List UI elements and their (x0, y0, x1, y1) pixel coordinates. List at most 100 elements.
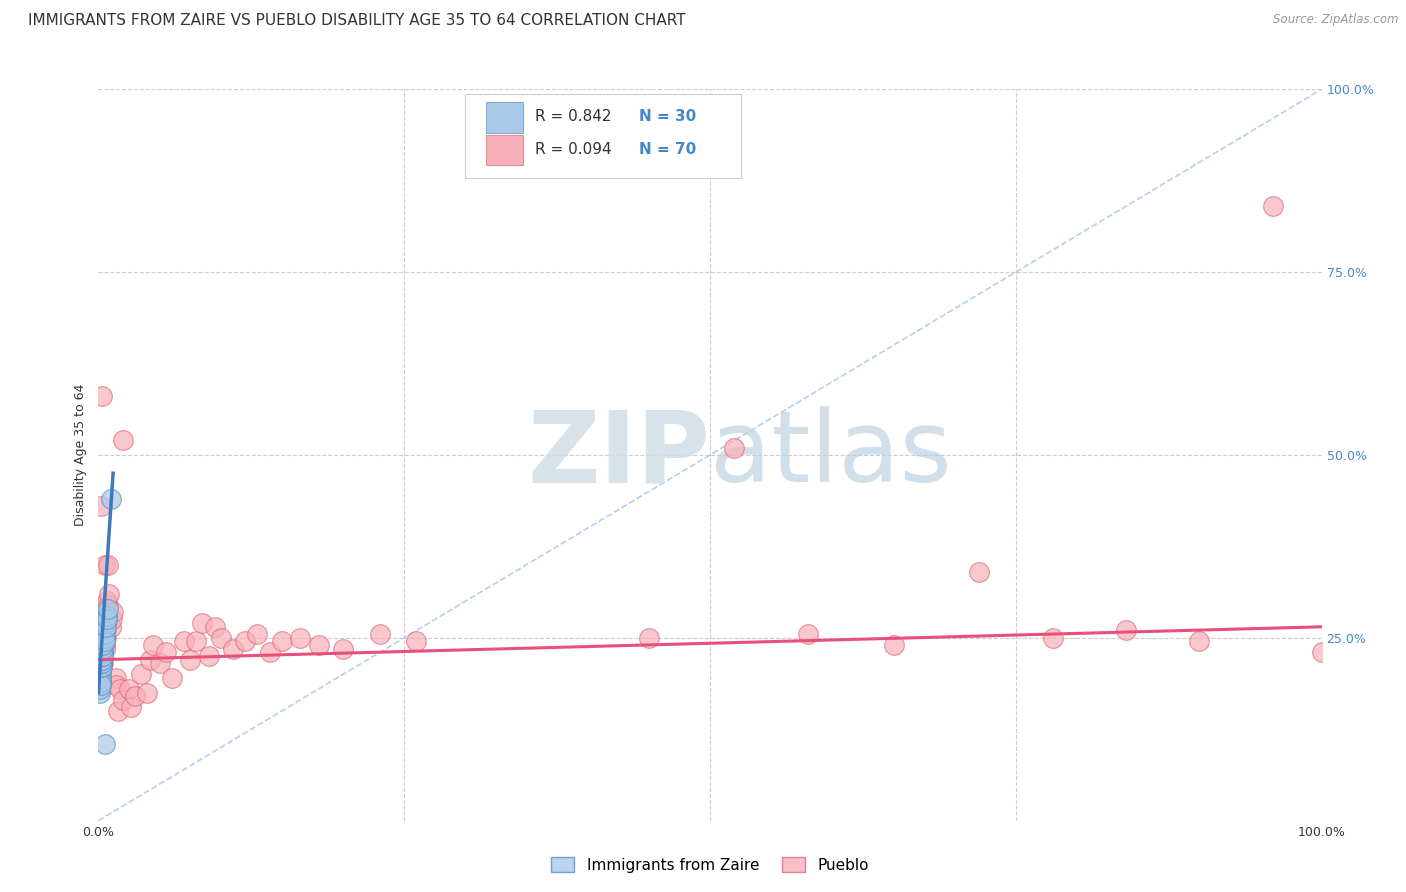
Point (638, 631, 661, 645)
Point (91, 657, 114, 671)
Point (94, 620, 117, 634)
Point (93, 641, 115, 656)
Point (100, 620, 122, 634)
Point (111, 434, 134, 448)
FancyBboxPatch shape (486, 103, 523, 133)
Point (332, 641, 354, 656)
Point (93, 627, 115, 641)
Text: N = 70: N = 70 (640, 142, 696, 157)
Point (93, 737, 115, 751)
Point (1115, 624, 1137, 638)
Point (93, 634, 115, 648)
Point (118, 681, 141, 696)
Point (89, 674, 111, 689)
Point (97, 601, 120, 615)
Point (96, 613, 118, 627)
Point (89, 678, 111, 692)
Legend: Immigrants from Zaire, Pueblo: Immigrants from Zaire, Pueblo (546, 851, 875, 879)
Point (139, 653, 162, 667)
Point (89, 686, 111, 700)
Point (93, 638, 115, 652)
Point (368, 627, 391, 641)
Point (91, 645, 114, 659)
Text: IMMIGRANTS FROM ZAIRE VS PUEBLO DISABILITY AGE 35 TO 64 CORRELATION CHART: IMMIGRANTS FROM ZAIRE VS PUEBLO DISABILI… (28, 13, 686, 29)
Point (89, 681, 111, 696)
Point (1310, 645, 1333, 659)
Point (107, 704, 129, 718)
Text: ZIP: ZIP (527, 407, 710, 503)
Point (91, 649, 114, 664)
Point (104, 671, 127, 685)
Point (100, 491, 122, 506)
Point (160, 671, 183, 685)
Point (1042, 631, 1064, 645)
Point (91, 657, 114, 671)
Point (89, 671, 111, 685)
Point (173, 634, 195, 648)
Point (94, 616, 117, 631)
Point (101, 613, 124, 627)
Point (93, 558, 115, 572)
Point (1188, 634, 1211, 648)
Point (259, 645, 281, 659)
Point (129, 667, 152, 681)
Point (91, 660, 114, 674)
Point (797, 627, 820, 641)
Text: Source: ZipAtlas.com: Source: ZipAtlas.com (1274, 13, 1399, 27)
Text: N = 30: N = 30 (640, 110, 696, 125)
Point (179, 653, 201, 667)
Point (405, 634, 427, 648)
Point (233, 634, 256, 648)
Point (290, 631, 312, 645)
Point (1261, 199, 1284, 213)
Point (97, 598, 120, 612)
Point (110, 681, 132, 696)
Point (155, 645, 177, 659)
Point (91, 638, 114, 652)
FancyBboxPatch shape (465, 95, 741, 178)
Point (308, 638, 330, 652)
Point (209, 631, 232, 645)
Point (91, 645, 114, 659)
Point (91, 641, 114, 656)
Text: R = 0.094: R = 0.094 (536, 142, 612, 157)
Point (93, 631, 115, 645)
Point (111, 693, 134, 707)
Point (90, 674, 112, 689)
Point (89, 671, 111, 685)
Point (142, 638, 165, 652)
Point (89, 667, 111, 681)
Point (94, 624, 117, 638)
Point (97, 558, 120, 572)
Point (90, 653, 112, 667)
Point (91, 653, 114, 667)
Point (723, 441, 745, 455)
Text: atlas: atlas (710, 407, 952, 503)
Point (96, 616, 118, 631)
Point (204, 620, 226, 634)
Point (98, 587, 121, 601)
FancyBboxPatch shape (486, 135, 523, 165)
Point (222, 641, 245, 656)
Point (883, 638, 905, 652)
Point (90, 671, 112, 685)
Point (104, 678, 127, 692)
Point (136, 686, 159, 700)
Point (91, 649, 114, 664)
Point (91, 389, 114, 403)
Point (90, 657, 112, 671)
Point (149, 657, 172, 671)
Point (101, 605, 124, 619)
Point (191, 616, 214, 631)
Point (91, 645, 114, 659)
Point (90, 499, 112, 513)
Point (90, 660, 112, 674)
Y-axis label: Disability Age 35 to 64: Disability Age 35 to 64 (75, 384, 87, 526)
Point (96, 608, 118, 623)
Point (90, 678, 112, 692)
Point (96, 608, 118, 623)
Point (91, 649, 114, 664)
Text: R = 0.842: R = 0.842 (536, 110, 612, 125)
Point (197, 649, 219, 664)
Point (89, 678, 111, 692)
